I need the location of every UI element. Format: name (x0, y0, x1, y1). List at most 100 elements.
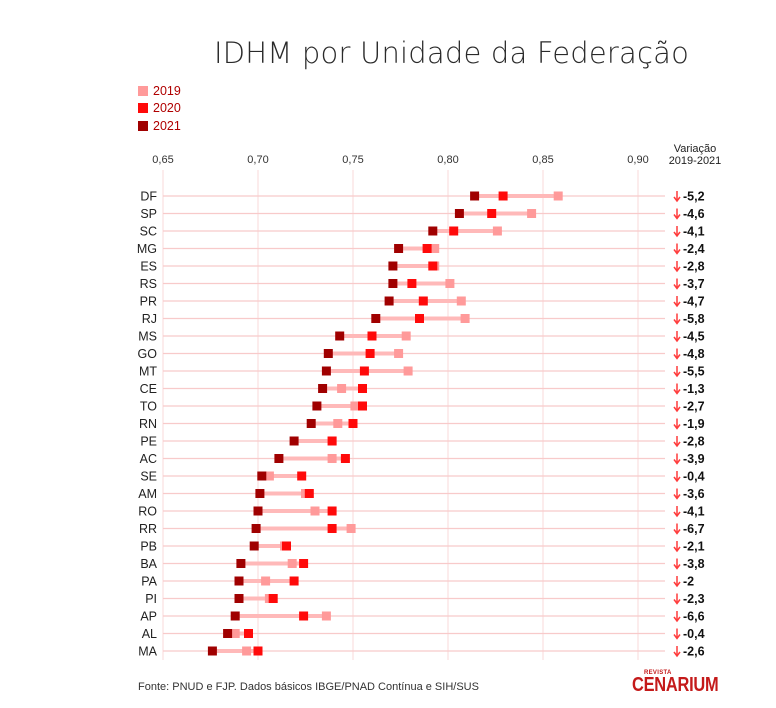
arrow-down-icon-head (673, 406, 681, 413)
arrow-down-icon-head (673, 599, 681, 605)
category-label: RJ (142, 312, 157, 326)
arrow-down-icon-head (673, 371, 681, 378)
marker-2019 (310, 506, 320, 516)
marker-2021 (251, 524, 261, 533)
variation-value: -4,6 (683, 207, 705, 221)
legend: 2019 2020 2021 (138, 82, 181, 135)
x-tick-label: 0,75 (342, 154, 363, 166)
category-label: PI (145, 592, 157, 606)
variation-value: -4,5 (683, 330, 705, 344)
marker-2019 (333, 419, 343, 428)
category-label: PB (140, 540, 157, 554)
variation-header-line2: 2019-2021 (668, 155, 722, 167)
marker-2019 (287, 559, 297, 568)
marker-2019 (456, 296, 466, 306)
category-label: PA (141, 575, 157, 589)
category-label: TO (140, 400, 157, 414)
logo-main-text: CENARIUM (632, 674, 719, 696)
category-label: BA (140, 557, 157, 571)
marker-2020 (407, 279, 417, 288)
arrow-down-icon-head (673, 266, 681, 273)
marker-2020 (299, 611, 309, 621)
marker-2020 (244, 629, 253, 638)
arrow-down-icon-head (673, 214, 681, 220)
marker-2021 (289, 436, 299, 446)
variation-value: -1,3 (683, 382, 705, 396)
category-label: AM (138, 487, 157, 501)
variation-value: -2,7 (683, 400, 705, 414)
variation-value: -2,1 (683, 540, 705, 554)
logo-top-text: REVISTA (644, 670, 672, 676)
marker-2020 (428, 261, 438, 271)
legend-item-2021: 2021 (138, 117, 181, 135)
variation-value: -4,1 (683, 225, 705, 239)
marker-2021 (371, 314, 381, 323)
marker-2020 (358, 401, 367, 411)
marker-2020 (418, 296, 428, 306)
marker-2019 (261, 576, 271, 586)
marker-2021 (388, 279, 398, 288)
arrow-down-icon-head (673, 389, 681, 395)
marker-2020 (268, 594, 278, 603)
marker-2019 (346, 524, 356, 533)
legend-swatch-2020 (138, 103, 148, 114)
variation-value: -3,7 (683, 277, 705, 291)
marker-2019 (553, 191, 563, 201)
category-label: DF (140, 190, 157, 204)
arrow-down-icon-head (673, 301, 681, 308)
variation-value: -3,9 (683, 452, 705, 466)
x-tick-label: 0,90 (627, 154, 648, 166)
variation-header: Variação 2019-2021 (660, 143, 730, 167)
marker-2020 (282, 541, 291, 551)
marker-2021 (274, 454, 284, 463)
category-label: GO (138, 347, 158, 361)
marker-2021 (249, 541, 259, 551)
legend-swatch-2021 (138, 120, 148, 131)
variation-value: -2,8 (683, 260, 705, 274)
arrow-down-icon-head (673, 319, 681, 325)
marker-2020 (327, 524, 337, 533)
legend-swatch-2019 (138, 85, 148, 96)
marker-2020 (449, 226, 459, 236)
variation-value: -4,7 (683, 295, 705, 309)
arrow-down-icon-head (673, 336, 681, 343)
marker-2021 (234, 594, 244, 603)
marker-2020 (304, 489, 314, 498)
arrow-down-icon-head (673, 441, 681, 448)
legend-label: 2020 (153, 101, 181, 116)
category-label: PR (140, 295, 157, 309)
marker-2019 (350, 401, 360, 411)
arrow-down-icon-head (673, 354, 681, 360)
category-label: RO (138, 505, 157, 519)
marker-2021 (230, 611, 240, 621)
marker-2019 (445, 279, 455, 288)
marker-2020 (340, 454, 350, 463)
publisher-logo: REVISTA CENARIUM (632, 670, 722, 698)
arrow-down-icon-head (673, 284, 681, 290)
arrow-down-icon-head (673, 529, 681, 535)
legend-label: 2019 (153, 83, 181, 98)
marker-2020 (359, 366, 369, 376)
marker-2021 (323, 349, 333, 358)
category-label: CE (140, 382, 157, 396)
marker-2020 (348, 419, 358, 428)
marker-2019 (327, 454, 337, 463)
source-note: Fonte: PNUD e FJP. Dados básicos IBGE/PN… (138, 681, 479, 693)
arrow-down-icon-head (673, 511, 681, 518)
chart-title: IDHM por Unidade da Federação (214, 36, 690, 70)
marker-2019 (337, 384, 347, 393)
marker-2019 (527, 209, 537, 218)
variation-value: -2,8 (683, 435, 705, 449)
variation-value: -1,9 (683, 417, 705, 431)
marker-2021 (253, 506, 263, 516)
category-label: AP (140, 610, 157, 624)
marker-2021 (470, 191, 480, 201)
variation-value: -3,6 (683, 487, 705, 501)
variation-value: -0,4 (683, 627, 705, 641)
legend-label: 2021 (153, 118, 181, 133)
marker-2019 (321, 611, 331, 621)
arrow-down-icon-head (673, 231, 681, 238)
marker-2019 (403, 366, 413, 376)
marker-2019 (492, 226, 502, 236)
variation-value: -6,7 (683, 522, 705, 536)
